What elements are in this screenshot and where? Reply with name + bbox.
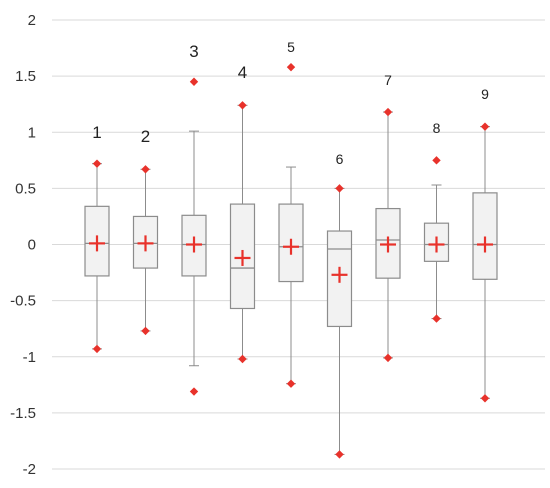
outlier-marker (432, 156, 441, 165)
box-label: 6 (336, 151, 344, 167)
box-2 (132, 165, 159, 336)
box-label: 8 (433, 120, 441, 136)
box-label: 4 (238, 63, 247, 82)
outlier-marker (335, 450, 344, 459)
y-tick-label: 1.5 (15, 68, 36, 85)
box-1 (84, 159, 110, 354)
y-tick-label: -1 (23, 349, 36, 366)
y-tick-label: 2 (28, 12, 36, 29)
box-3 (181, 77, 207, 396)
box-8 (423, 156, 450, 323)
y-tick-label: -1.5 (10, 405, 36, 422)
box-9 (472, 122, 498, 403)
y-tick-label: 1 (28, 124, 36, 141)
outlier-marker (92, 159, 102, 168)
box-label: 2 (141, 127, 150, 146)
outlier-marker (480, 122, 490, 131)
outlier-marker (141, 326, 150, 336)
outlier-marker (238, 101, 247, 110)
box-label: 5 (287, 39, 295, 55)
outlier-marker (383, 107, 393, 117)
outlier-marker (92, 344, 102, 354)
y-tick-label: 0 (28, 237, 36, 254)
box-4 (229, 101, 256, 364)
outlier-marker (189, 387, 199, 396)
box-label: 1 (92, 123, 101, 142)
box-7 (375, 107, 401, 363)
outlier-marker (335, 184, 344, 193)
box-labels: 1 2 3 4 5 6 7 8 9 (92, 39, 489, 167)
box-iqr (423, 222, 450, 262)
outlier-marker (286, 379, 296, 388)
box-label: 9 (481, 86, 489, 102)
outlier-marker (141, 165, 150, 174)
box-iqr (472, 192, 498, 280)
box-label: 7 (384, 72, 392, 88)
y-tick-label: 0.5 (15, 180, 36, 197)
outlier-marker (480, 394, 490, 403)
boxes (84, 62, 498, 459)
y-axis: 2 1.5 1 0.5 0 -0.5 -1 -1.5 -2 (10, 12, 36, 478)
outlier-marker (286, 62, 296, 72)
outlier-marker (432, 314, 441, 323)
box-6 (326, 184, 353, 459)
y-tick-label: -0.5 (10, 293, 36, 310)
box-label: 3 (189, 42, 198, 61)
outlier-marker (238, 354, 247, 364)
outlier-marker (189, 77, 199, 86)
box-5 (278, 62, 304, 388)
y-tick-label: -2 (23, 461, 36, 478)
outlier-marker (383, 353, 393, 363)
